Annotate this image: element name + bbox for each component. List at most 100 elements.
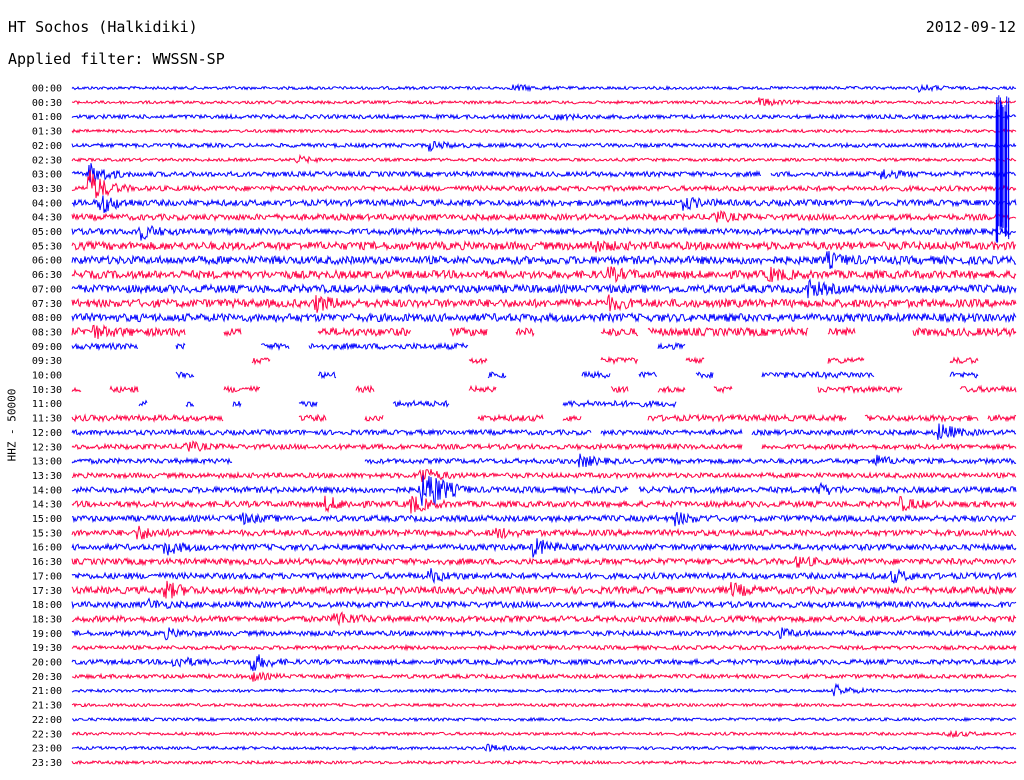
trace-row — [71, 153, 1017, 165]
trace-row — [71, 627, 1017, 641]
trace-row — [71, 654, 1017, 672]
trace-row — [71, 716, 1017, 723]
time-tick-label: 14:00 — [32, 485, 62, 496]
time-tick-label: 19:30 — [32, 643, 62, 654]
time-tick-label: 01:30 — [32, 127, 62, 138]
time-tick-label: 04:00 — [32, 198, 62, 209]
time-tick-label: 14:30 — [32, 500, 62, 511]
trace-row — [71, 324, 1017, 340]
trace-row — [71, 468, 1017, 483]
trace-row — [71, 413, 1017, 423]
time-tick-label: 17:00 — [32, 571, 62, 582]
time-tick-label: 06:00 — [32, 256, 62, 267]
time-tick-label: 10:00 — [32, 371, 62, 382]
trace-row — [71, 511, 1017, 527]
trace-row — [71, 341, 686, 352]
trace-row — [71, 128, 1017, 134]
trace-row — [71, 278, 1017, 299]
trace-row — [71, 611, 1017, 627]
time-tick-label: 04:30 — [32, 213, 62, 224]
trace-row — [71, 682, 1017, 697]
time-tick-label: 20:00 — [32, 658, 62, 669]
time-tick-label: 13:30 — [32, 471, 62, 482]
time-tick-label: 23:00 — [32, 744, 62, 755]
trace-row — [71, 475, 1017, 506]
trace-row — [71, 163, 1017, 183]
trace-row — [71, 702, 1017, 708]
seismic-event-trace — [995, 95, 1010, 243]
time-tick-label: 17:30 — [32, 586, 62, 597]
time-tick-label: 00:00 — [32, 84, 62, 95]
time-tick-label: 12:30 — [32, 442, 62, 453]
time-tick-label: 08:30 — [32, 327, 62, 338]
time-tick-label: 21:00 — [32, 686, 62, 697]
time-tick-label: 02:00 — [32, 141, 62, 152]
trace-row — [71, 140, 1017, 153]
time-tick-label: 07:30 — [32, 299, 62, 310]
time-tick-label: 03:00 — [32, 170, 62, 181]
trace-row — [71, 311, 1017, 324]
trace-row — [71, 568, 1017, 585]
filter-label: Applied filter: WWSSN-SP — [8, 50, 225, 68]
time-tick-label: 01:00 — [32, 112, 62, 123]
trace-row — [71, 97, 1016, 107]
trace-row — [71, 251, 1017, 270]
time-tick-label: 21:30 — [32, 701, 62, 712]
trace-row — [71, 170, 1017, 199]
time-tick-label: 22:30 — [32, 729, 62, 740]
time-tick-label: 20:30 — [32, 672, 62, 683]
time-tick-label: 03:30 — [32, 184, 62, 195]
time-tick-label: 00:30 — [32, 98, 62, 109]
trace-row — [71, 597, 1017, 610]
trace-row — [71, 453, 1017, 468]
time-tick-label: 02:30 — [32, 155, 62, 166]
trace-row — [71, 538, 1017, 558]
trace-row — [71, 239, 1017, 253]
trace-row — [71, 525, 1017, 540]
trace-row — [71, 195, 1017, 213]
trace-row — [71, 671, 1017, 682]
trace-row — [71, 112, 1017, 122]
time-tick-label: 12:00 — [32, 428, 62, 439]
time-tick-label: 09:30 — [32, 356, 62, 367]
time-tick-label: 10:30 — [32, 385, 62, 396]
time-tick-label: 09:00 — [32, 342, 62, 353]
trace-row — [71, 224, 1017, 241]
time-tick-label: 19:00 — [32, 629, 62, 640]
trace-row — [175, 370, 979, 380]
time-tick-label: 16:00 — [32, 543, 62, 554]
time-tick-label: 07:00 — [32, 284, 62, 295]
trace-row — [71, 555, 1017, 568]
time-tick-label: 06:30 — [32, 270, 62, 281]
trace-row — [71, 423, 1017, 440]
trace-row — [71, 643, 1017, 652]
trace-row — [71, 495, 1017, 514]
time-tick-label: 08:00 — [32, 313, 62, 324]
trace-row — [71, 209, 1017, 223]
trace-row — [71, 294, 1017, 313]
trace-row — [71, 759, 1017, 766]
trace-row — [71, 729, 1017, 739]
date-label: 2012-09-12 — [925, 18, 1016, 36]
time-tick-label: 11:00 — [32, 399, 62, 410]
time-tick-label: 05:00 — [32, 227, 62, 238]
time-tick-label: 23:30 — [32, 758, 62, 769]
trace-row — [71, 384, 1017, 395]
time-tick-label: 15:00 — [32, 514, 62, 525]
station-title: HT Sochos (Halkidiki) — [8, 18, 198, 36]
time-tick-label: 15:30 — [32, 528, 62, 539]
trace-row — [138, 399, 677, 409]
time-tick-label: 18:00 — [32, 600, 62, 611]
time-tick-label: 05:30 — [32, 241, 62, 252]
trace-row — [71, 440, 1017, 452]
time-tick-label: 18:30 — [32, 614, 62, 625]
time-tick-label: 11:30 — [32, 414, 62, 425]
trace-row — [71, 83, 1017, 94]
trace-row — [71, 580, 1017, 599]
time-tick-label: 22:00 — [32, 715, 62, 726]
time-tick-label: 16:30 — [32, 557, 62, 568]
trace-row — [71, 266, 1017, 284]
trace-row — [71, 743, 1017, 753]
time-tick-label: 13:00 — [32, 457, 62, 468]
